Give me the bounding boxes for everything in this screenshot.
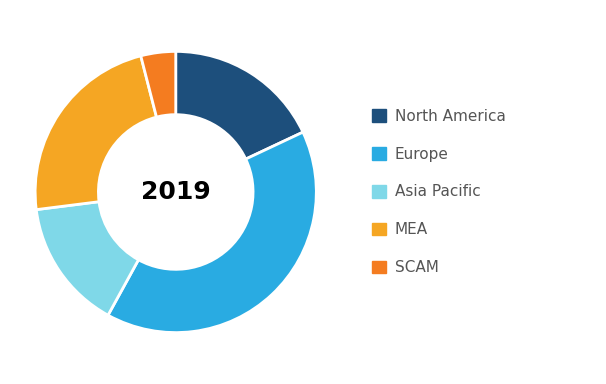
Wedge shape	[36, 202, 139, 315]
Wedge shape	[141, 51, 176, 117]
Circle shape	[98, 115, 253, 269]
Wedge shape	[176, 51, 303, 159]
Text: 2019: 2019	[141, 180, 211, 204]
Wedge shape	[35, 56, 156, 210]
Wedge shape	[108, 132, 316, 333]
Legend: North America, Europe, Asia Pacific, MEA, SCAM: North America, Europe, Asia Pacific, MEA…	[372, 109, 505, 275]
